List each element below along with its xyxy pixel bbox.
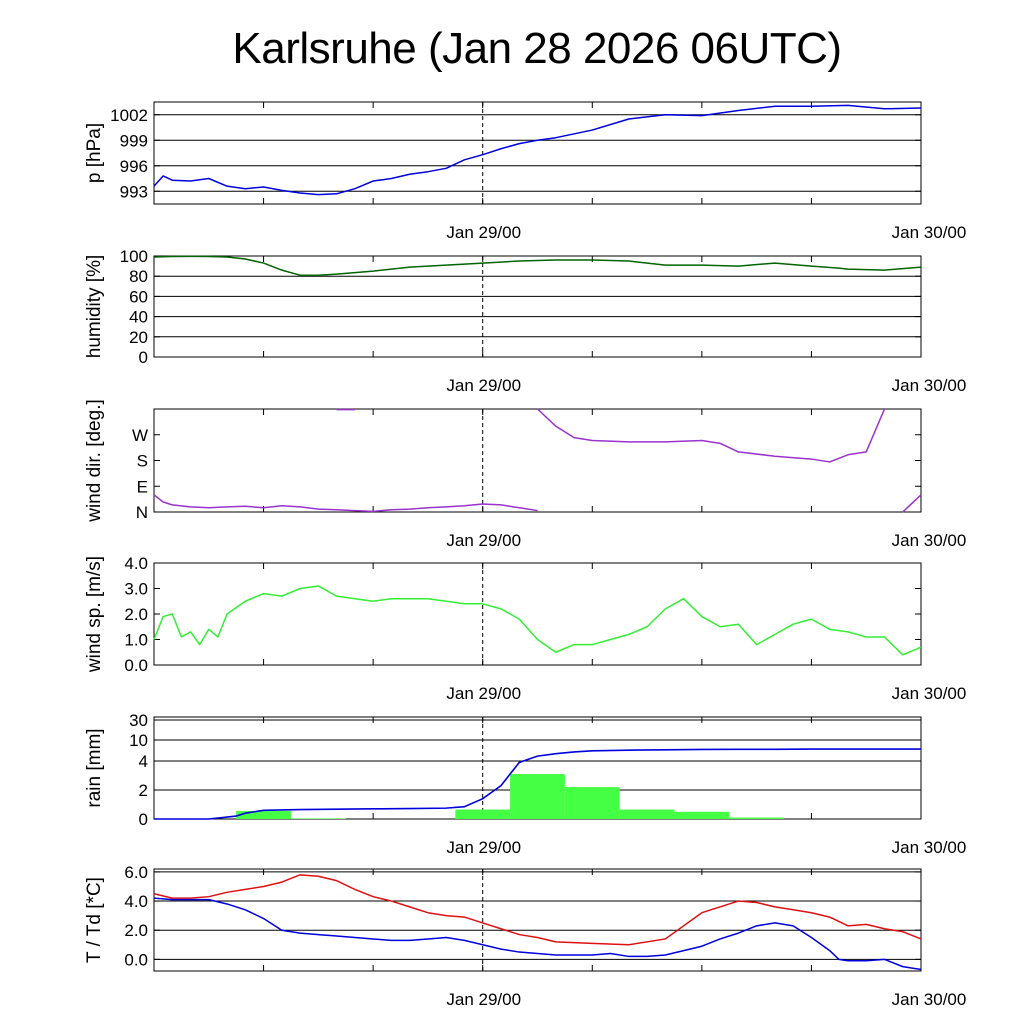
pressure-series-line	[153, 104, 922, 196]
rain-xtick-label: Jan 30/00	[892, 838, 967, 857]
rain-bar	[729, 817, 785, 819]
wind_dir-ytick-label: N	[136, 503, 148, 522]
pressure-ytick-label: 999	[120, 131, 148, 150]
rain-bar	[290, 818, 346, 819]
wind_dir-series-line	[902, 494, 922, 513]
humidity-ytick-label: 80	[129, 267, 148, 286]
temperature-xtick-label: Jan 29/00	[446, 990, 521, 1009]
wind_dir-ytick-label: W	[132, 426, 148, 445]
rain-bar	[674, 811, 730, 819]
pressure-ytick-label: 996	[120, 157, 148, 176]
wind_speed-ytick-label: 4.0	[124, 554, 148, 573]
temperature-ytick-label: 6.0	[124, 863, 148, 882]
wind_speed-ytick-label: 3.0	[124, 580, 148, 599]
rain-bar	[455, 809, 511, 819]
humidity-axis-title: humidity [%]	[84, 255, 105, 358]
humidity-ytick-label: 100	[120, 247, 148, 266]
rain-bar	[564, 787, 620, 819]
wind_speed-ytick-label: 1.0	[124, 631, 148, 650]
pressure-xtick-label: Jan 30/00	[892, 223, 967, 242]
humidity-ytick-label: 20	[129, 328, 148, 347]
pressure-ytick-label: 1002	[110, 106, 148, 125]
wind_dir-xtick-label: Jan 29/00	[446, 531, 521, 550]
rain-xtick-label: Jan 29/00	[446, 838, 521, 857]
humidity-ytick-label: 0	[139, 348, 148, 367]
rain-cumulative-line	[154, 748, 921, 820]
pressure-axis-title: p [hPa]	[84, 123, 105, 183]
humidity-ytick-label: 40	[129, 308, 148, 327]
rain-bar	[236, 811, 291, 819]
wind_speed-panel-frame	[153, 562, 922, 666]
wind_speed-series-line	[153, 585, 922, 656]
rain-bar	[510, 774, 565, 819]
pressure-ytick-label: 993	[120, 182, 148, 201]
pressure-panel-frame	[153, 101, 922, 205]
wind_speed-ytick-label: 2.0	[124, 605, 148, 624]
pressure-xtick-label: Jan 29/00	[446, 223, 521, 242]
temperature-panel-frame	[153, 868, 922, 972]
temperature-ytick-label: 2.0	[124, 921, 148, 940]
temperature-ytick-label: 4.0	[124, 892, 148, 911]
humidity-xtick-label: Jan 30/00	[892, 376, 967, 395]
wind_dir-series-line	[536, 408, 886, 463]
temperature-series-line	[153, 874, 922, 946]
humidity-panel-frame	[153, 255, 922, 358]
temperature-xtick-label: Jan 30/00	[892, 990, 967, 1009]
rain-ytick-label: 0	[139, 810, 148, 829]
temperature-ytick-label: 0.0	[124, 950, 148, 969]
wind_speed-xtick-label: Jan 30/00	[892, 684, 967, 703]
wind_speed-xtick-label: Jan 29/00	[446, 684, 521, 703]
rain-bar	[619, 809, 675, 819]
wind_dir-axis-title: wind dir. [deg.]	[84, 399, 105, 523]
humidity-ytick-label: 60	[129, 287, 148, 306]
rain-ytick-label: 10	[129, 731, 148, 750]
wind_dir-ytick-label: S	[137, 452, 148, 471]
humidity-xtick-label: Jan 29/00	[446, 376, 521, 395]
wind_speed-ytick-label: 0.0	[124, 656, 148, 675]
rain-ytick-label: 2	[139, 781, 148, 800]
chart-title: Karlsruhe (Jan 28 2026 06UTC)	[232, 24, 842, 73]
wind_dir-series-line	[153, 494, 538, 513]
temperature-series-line	[153, 897, 922, 971]
rain-axis-title: rain [mm]	[84, 728, 105, 807]
humidity-series-line	[153, 255, 922, 276]
wind_dir-xtick-label: Jan 30/00	[892, 531, 967, 550]
temperature-axis-title: T / Td [*C]	[84, 877, 105, 963]
wind_dir-ytick-label: E	[137, 477, 148, 496]
rain-ytick-label: 4	[139, 752, 148, 771]
wind_speed-axis-title: wind sp. [m/s]	[84, 556, 105, 673]
wind_dir-panel-frame	[153, 408, 922, 513]
rain-ytick-label: 30	[129, 711, 148, 730]
